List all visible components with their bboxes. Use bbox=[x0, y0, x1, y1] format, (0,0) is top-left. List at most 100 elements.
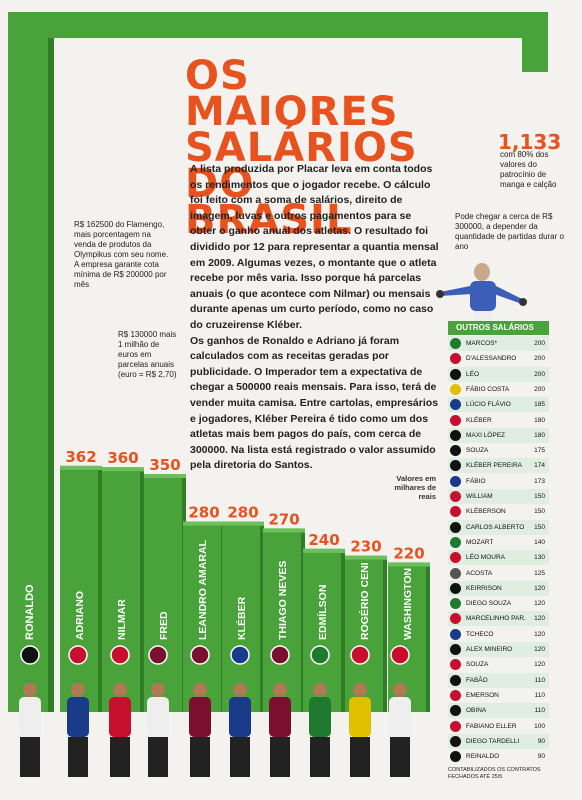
row-player-name: LÚCIO FLÁVIO bbox=[466, 401, 511, 409]
bar-value-2: 360 bbox=[107, 449, 138, 467]
table-row: KLÉBERSON 150 bbox=[448, 504, 549, 519]
title-line-2: SALÁRIOS bbox=[185, 125, 418, 171]
bar-top-1 bbox=[60, 465, 102, 470]
club-badge-icon bbox=[450, 582, 461, 594]
bar-shade-7 bbox=[339, 552, 345, 712]
club-crest-3 bbox=[148, 645, 168, 665]
player-photo-9 bbox=[389, 683, 411, 777]
bar-7 bbox=[303, 548, 341, 712]
bar-shade-2 bbox=[138, 471, 144, 712]
table-row: KLÉBER 180 bbox=[448, 413, 549, 428]
club-badge-icon bbox=[450, 399, 461, 411]
row-salary-value: 175 bbox=[534, 447, 545, 455]
club-badge-icon bbox=[450, 751, 461, 763]
table-row: DIEGO TARDELLI 90 bbox=[448, 733, 549, 749]
ronaldo-bar-shade bbox=[48, 38, 54, 712]
bar-8 bbox=[345, 555, 383, 712]
player-photo-2 bbox=[109, 683, 131, 777]
bar-top-5 bbox=[222, 521, 264, 526]
table-row: ALEX MINEIRO 120 bbox=[448, 642, 549, 657]
table-row: OBINA 110 bbox=[448, 703, 549, 719]
club-crest-5 bbox=[230, 645, 250, 665]
row-player-name: KEIRRISON bbox=[466, 584, 502, 592]
title-line-1: OS MAIORES bbox=[185, 53, 399, 135]
club-badge-icon bbox=[450, 613, 461, 625]
paragraph-2: Os ganhos de Ronaldo e Adriano já foram … bbox=[190, 334, 439, 472]
row-player-name: FABIANO ELLER bbox=[466, 722, 517, 730]
bar-label-5: KLÉBER bbox=[235, 596, 248, 640]
row-player-name: MARCOS* bbox=[466, 340, 498, 347]
row-player-name: MAXI LÓPEZ bbox=[466, 431, 506, 439]
ronaldo-bar-top bbox=[8, 12, 548, 38]
row-salary-value: 110 bbox=[534, 676, 545, 684]
row-salary-value: 150 bbox=[534, 523, 545, 531]
row-salary-value: 110 bbox=[534, 691, 545, 699]
club-badge-icon bbox=[450, 674, 461, 686]
bar-label-8: ROGÉRIO CENI bbox=[358, 562, 371, 640]
bar-value-1: 362 bbox=[65, 448, 96, 466]
bar-shade-8 bbox=[381, 559, 387, 712]
table-row: KEIRRISON 120 bbox=[448, 580, 549, 596]
bar-shade-1 bbox=[96, 469, 102, 712]
row-salary-value: 140 bbox=[534, 538, 545, 546]
row-player-name: FÁBIO COSTA bbox=[466, 385, 510, 393]
row-salary-value: 173 bbox=[534, 477, 545, 485]
club-badge-icon bbox=[450, 659, 461, 671]
player-photo-8 bbox=[349, 683, 371, 777]
row-player-name: FÁBIO bbox=[466, 477, 486, 485]
row-salary-value: 120 bbox=[534, 630, 545, 638]
bar-value-6: 270 bbox=[268, 510, 299, 528]
row-salary-value: 200 bbox=[534, 340, 545, 347]
club-crest-7 bbox=[310, 645, 330, 665]
bar-5 bbox=[222, 521, 260, 712]
table-row: REINALDO 90 bbox=[448, 749, 549, 764]
paragraph-1: A lista produzida por Placar leva em con… bbox=[190, 163, 439, 331]
row-salary-value: 185 bbox=[534, 401, 545, 409]
row-salary-value: 120 bbox=[534, 661, 545, 669]
table-row: SOUZA 120 bbox=[448, 657, 549, 672]
row-salary-value: 120 bbox=[534, 600, 545, 608]
row-salary-value: 174 bbox=[534, 462, 545, 470]
club-badge-icon bbox=[450, 689, 461, 701]
row-player-name: LÉO MOURA bbox=[466, 554, 506, 562]
bar-shade-3 bbox=[180, 478, 186, 712]
row-player-name: MOZART bbox=[466, 538, 494, 546]
bar-top-8 bbox=[345, 555, 387, 560]
table-row: MOZART 140 bbox=[448, 535, 549, 550]
club-badge-icon bbox=[450, 735, 461, 747]
nilmar-note: R$ 130000 mais 1 milhão de euros em parc… bbox=[118, 330, 177, 379]
bar-label-4: LEANDRO AMARAL bbox=[197, 539, 209, 640]
table-row: LÉO 200 bbox=[448, 366, 549, 382]
table-row: D'ALESSANDRO 200 bbox=[448, 351, 549, 366]
row-salary-value: 180 bbox=[534, 431, 545, 439]
page-title: OS MAIORES SALÁRIOS DO BRASIL bbox=[185, 53, 435, 240]
club-badge-icon bbox=[450, 552, 461, 564]
ronaldo-bar-right bbox=[522, 12, 548, 72]
club-badge-icon bbox=[450, 628, 461, 640]
club-badge-icon bbox=[450, 383, 461, 395]
row-player-name: SOUZA bbox=[466, 447, 489, 455]
row-player-name: KLÉBER bbox=[466, 416, 492, 424]
player-photo-6 bbox=[269, 683, 291, 777]
bar-label-9: WASHINGTON bbox=[402, 568, 414, 640]
bar-value-7: 240 bbox=[308, 531, 339, 549]
club-badge-icon bbox=[450, 720, 461, 732]
row-player-name: FABÃO bbox=[466, 676, 488, 684]
table-row: FABÃO 110 bbox=[448, 672, 549, 688]
bar-value-8: 230 bbox=[350, 538, 381, 556]
row-player-name: OBINA bbox=[466, 707, 487, 715]
table-row: FÁBIO 173 bbox=[448, 474, 549, 489]
club-badge-icon bbox=[450, 705, 461, 717]
row-salary-value: 120 bbox=[534, 615, 545, 623]
club-badge-icon bbox=[450, 506, 461, 518]
row-player-name: DIEGO TARDELLI bbox=[466, 737, 520, 745]
table-row: SOUZA 175 bbox=[448, 443, 549, 458]
club-badge-icon bbox=[450, 567, 461, 579]
player-photo-5 bbox=[229, 683, 251, 777]
row-player-name: CARLOS ALBERTO bbox=[466, 523, 525, 531]
bar-top-7 bbox=[303, 548, 345, 553]
adriano-note: R$ 162500 do Flamengo, mais porcentagem … bbox=[74, 220, 169, 289]
club-badge-icon bbox=[450, 414, 461, 426]
table-row: EMERSON 110 bbox=[448, 688, 549, 703]
club-badge-icon bbox=[450, 368, 461, 380]
